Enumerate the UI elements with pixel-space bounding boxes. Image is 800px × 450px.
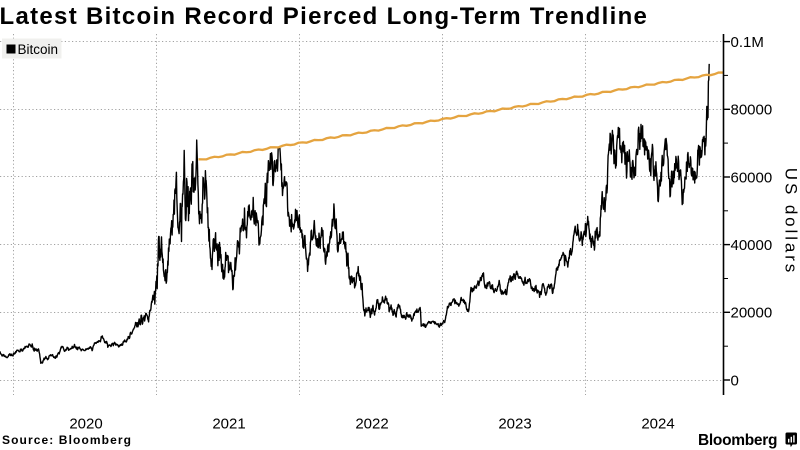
svg-text:Source: Bloomberg: Source: Bloomberg bbox=[2, 433, 132, 447]
svg-text:2024: 2024 bbox=[641, 416, 674, 433]
svg-text:80000: 80000 bbox=[731, 102, 773, 119]
svg-text:20000: 20000 bbox=[731, 305, 773, 322]
svg-text:0.1M: 0.1M bbox=[731, 34, 764, 51]
svg-text:Bitcoin: Bitcoin bbox=[18, 42, 59, 57]
svg-text:60000: 60000 bbox=[731, 169, 773, 186]
svg-text:2022: 2022 bbox=[355, 416, 388, 433]
svg-text:2023: 2023 bbox=[498, 416, 531, 433]
svg-text:2020: 2020 bbox=[69, 416, 102, 433]
svg-text:0: 0 bbox=[731, 372, 739, 389]
svg-text:Bloomberg: Bloomberg bbox=[698, 432, 777, 449]
svg-text:2021: 2021 bbox=[212, 416, 245, 433]
svg-text:Latest Bitcoin Record Pierced: Latest Bitcoin Record Pierced Long-Term … bbox=[0, 3, 648, 30]
svg-text:US dollars: US dollars bbox=[782, 168, 800, 275]
svg-text:40000: 40000 bbox=[731, 237, 773, 254]
